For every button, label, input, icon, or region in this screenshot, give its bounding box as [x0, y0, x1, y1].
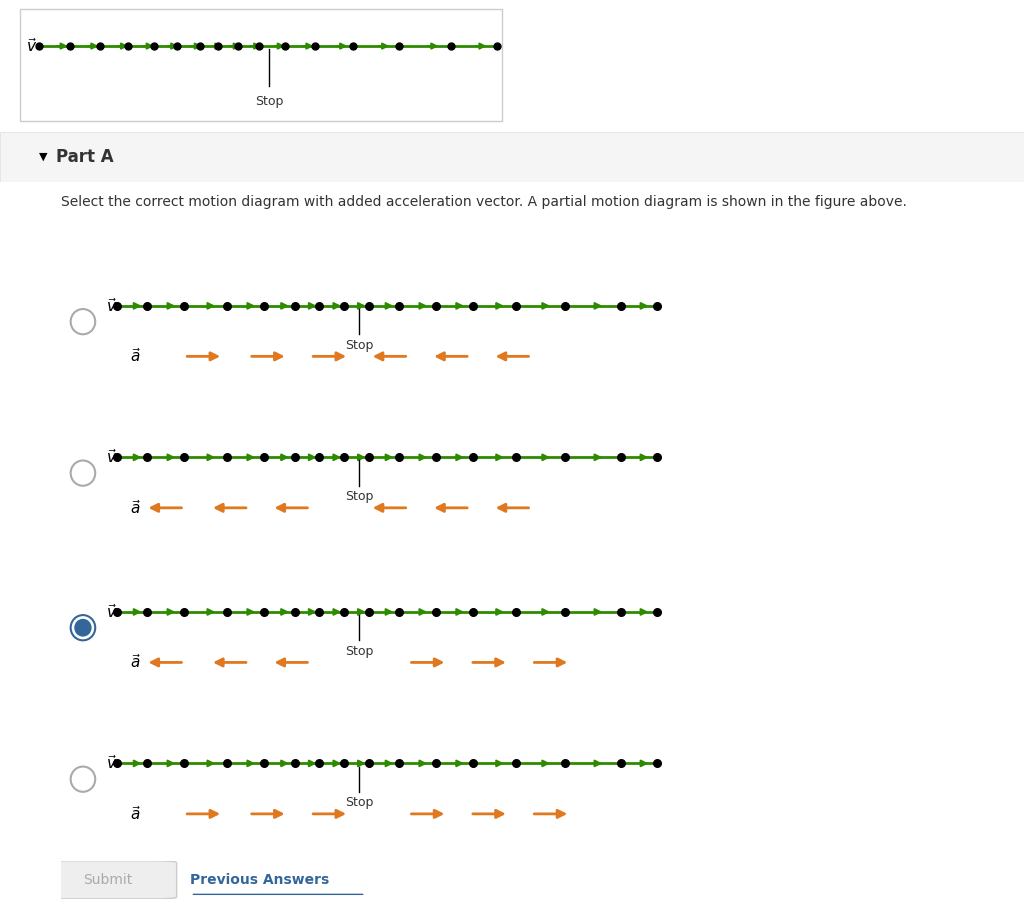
Text: Stop: Stop — [255, 95, 284, 108]
FancyBboxPatch shape — [58, 224, 679, 861]
Text: Stop: Stop — [345, 645, 374, 658]
Text: Submit: Submit — [83, 873, 132, 887]
FancyBboxPatch shape — [0, 132, 1024, 182]
Text: $\vec{a}$: $\vec{a}$ — [130, 498, 141, 517]
Text: $\vec{v}$: $\vec{v}$ — [105, 297, 117, 315]
Text: Previous Answers: Previous Answers — [190, 873, 330, 887]
Text: Select the correct motion diagram with added acceleration vector. A partial moti: Select the correct motion diagram with a… — [61, 195, 907, 209]
Text: $\vec{a}$: $\vec{a}$ — [130, 654, 141, 671]
Text: $\vec{v}$: $\vec{v}$ — [26, 37, 37, 55]
Text: Part A: Part A — [56, 148, 114, 165]
Text: $\vec{a}$: $\vec{a}$ — [130, 804, 141, 823]
Text: $\vec{v}$: $\vec{v}$ — [105, 755, 117, 773]
Text: $\vec{a}$: $\vec{a}$ — [130, 348, 141, 365]
Text: $\vec{v}$: $\vec{v}$ — [105, 449, 117, 467]
Text: Stop: Stop — [345, 796, 374, 809]
Text: $\vec{v}$: $\vec{v}$ — [105, 603, 117, 621]
FancyBboxPatch shape — [38, 861, 177, 899]
Text: Stop: Stop — [345, 490, 374, 503]
Text: ▼: ▼ — [39, 152, 47, 162]
Text: Stop: Stop — [345, 339, 374, 351]
FancyBboxPatch shape — [20, 9, 502, 121]
Circle shape — [75, 619, 91, 636]
